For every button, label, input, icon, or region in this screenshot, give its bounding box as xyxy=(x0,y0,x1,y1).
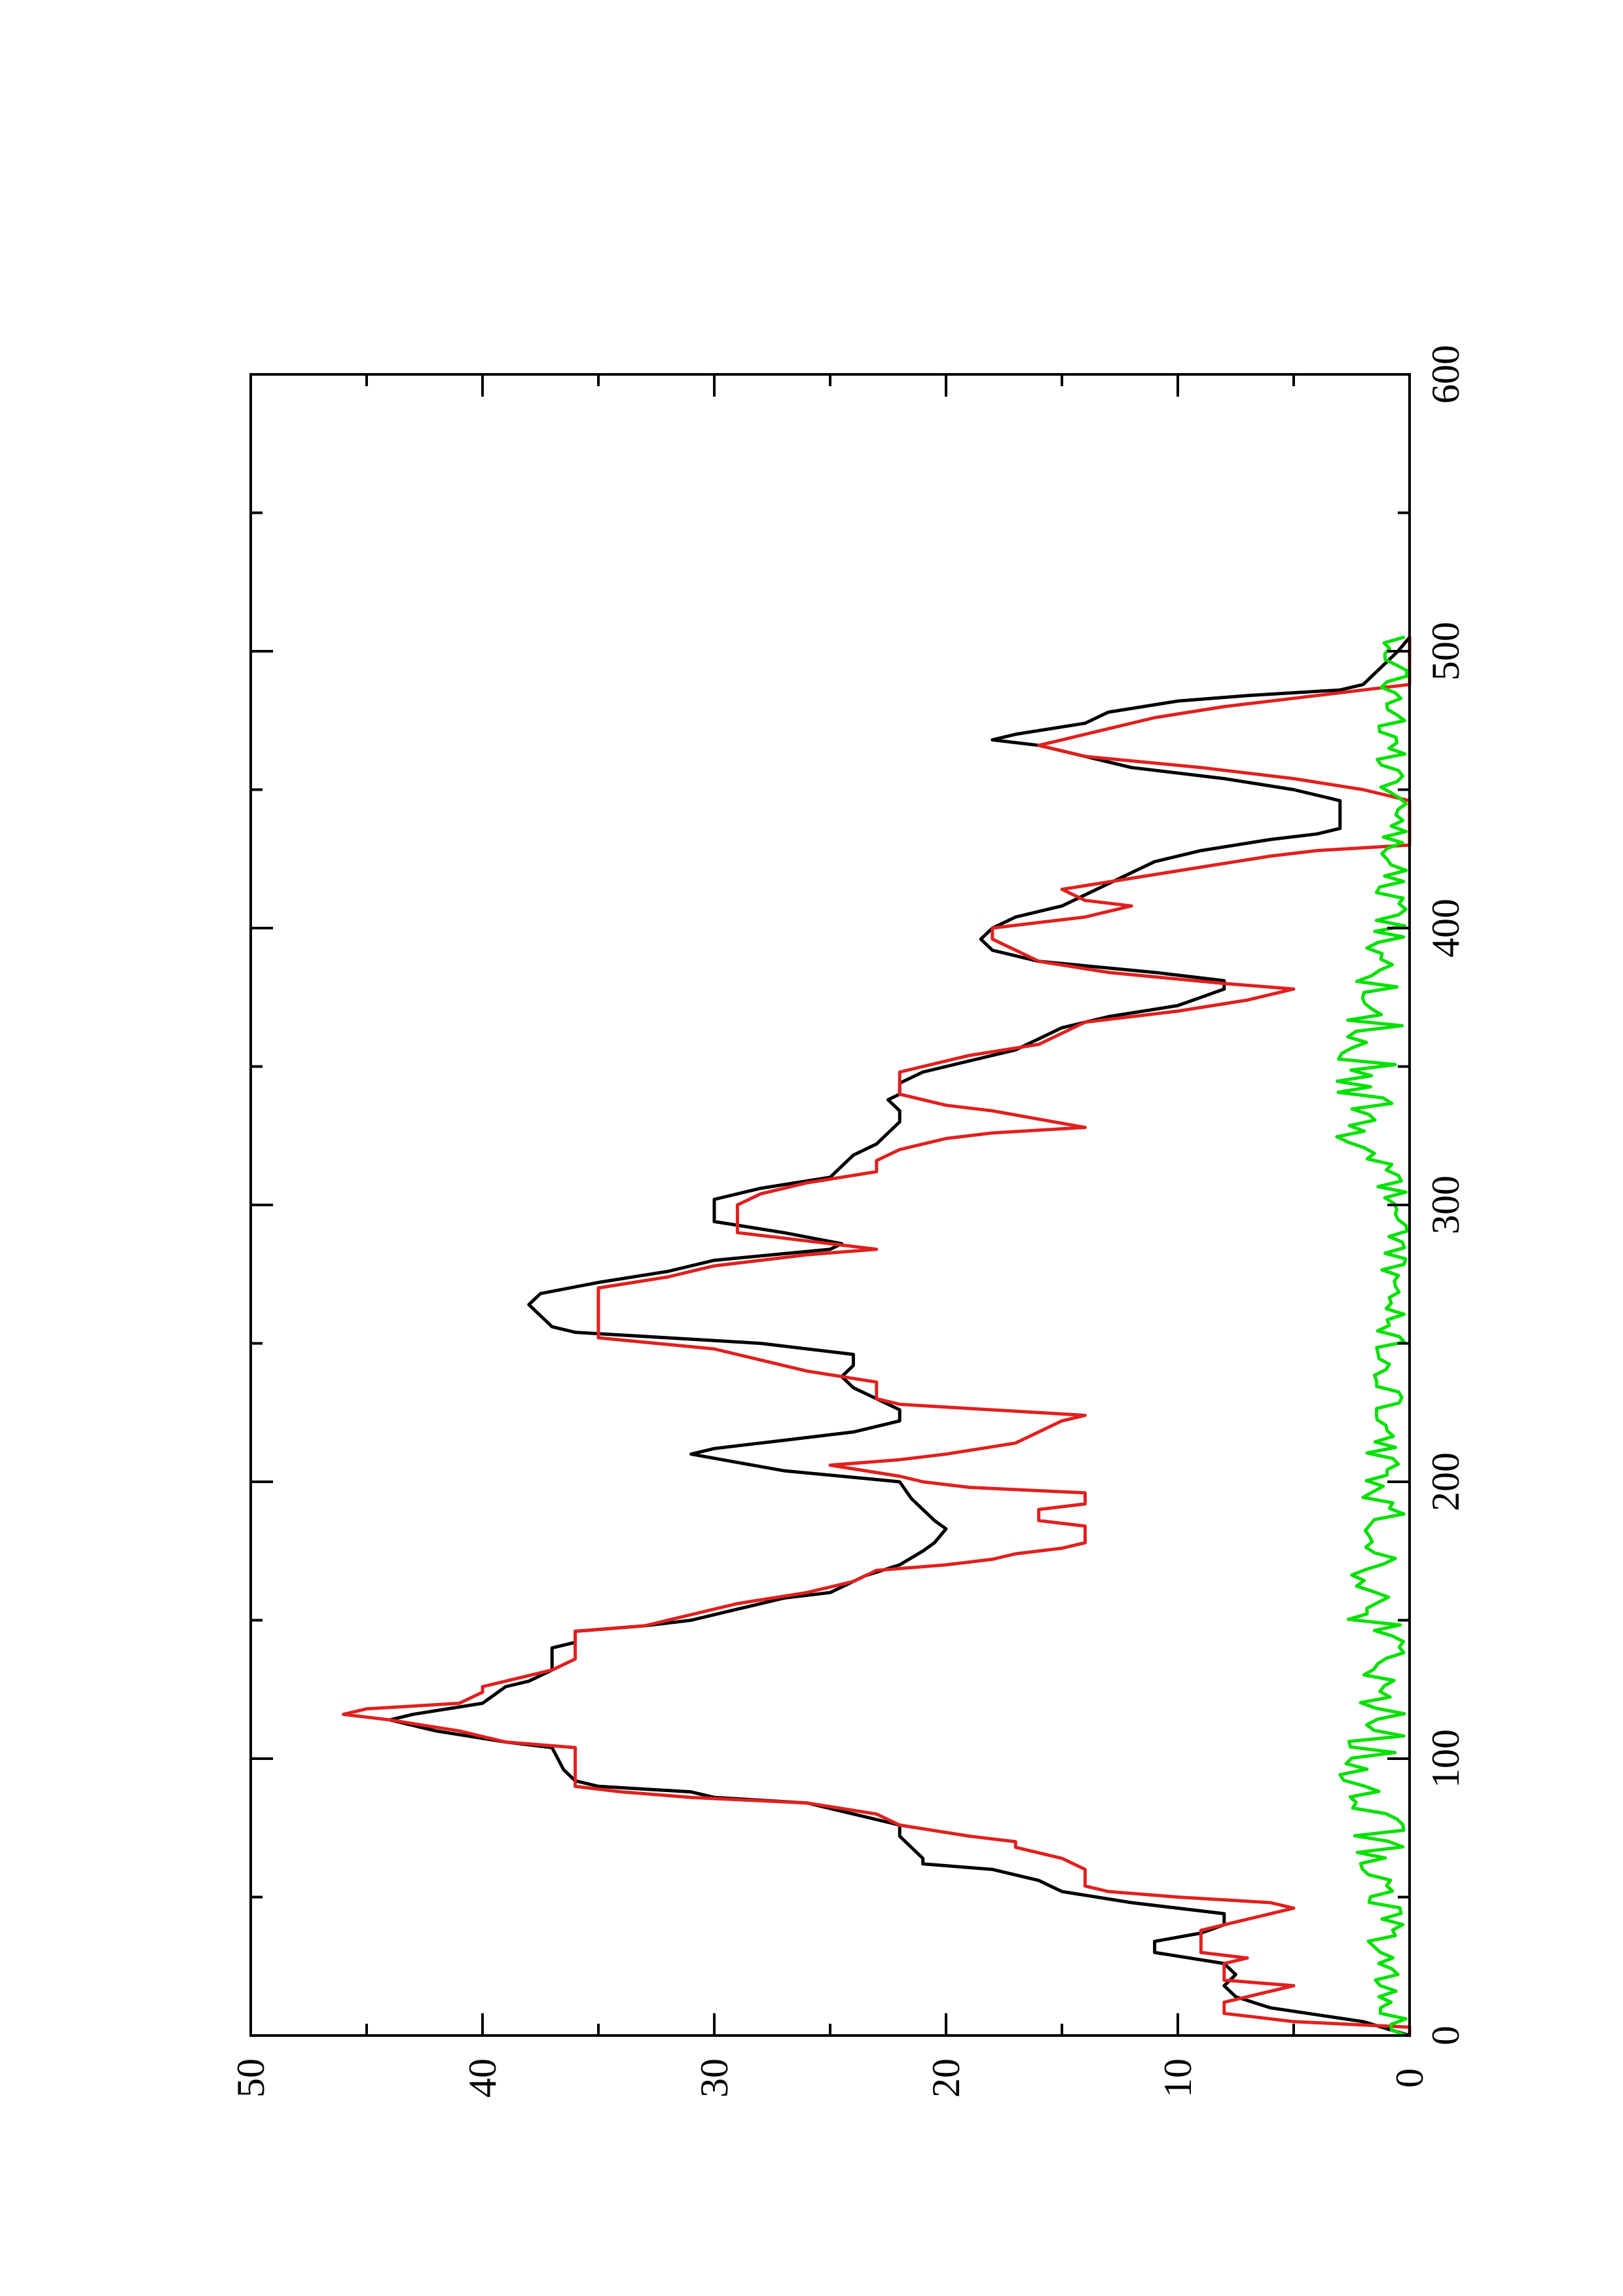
ticks-layer xyxy=(251,374,1410,2036)
y-tick-label: 10 xyxy=(1156,2058,1199,2098)
series-line-1 xyxy=(388,636,1412,2037)
series-line-3 xyxy=(1335,636,1409,2037)
x-tick-label: 0 xyxy=(1424,2026,1467,2045)
y-tick-label: 20 xyxy=(924,2058,968,2098)
x-tick-label: 400 xyxy=(1424,899,1467,958)
series-line-2 xyxy=(342,636,1412,2037)
x-tick-label: 100 xyxy=(1424,1729,1467,1788)
x-tick-label: 500 xyxy=(1424,622,1467,681)
x-tick-label: 300 xyxy=(1424,1175,1467,1234)
y-tick-label: 30 xyxy=(693,2058,736,2098)
x-tick-label: 600 xyxy=(1424,345,1467,404)
x-tick-label: 200 xyxy=(1424,1452,1467,1511)
y-tick-label: 0 xyxy=(1388,2068,1431,2088)
y-tick-label: 40 xyxy=(461,2058,504,2098)
labels-layer: 0 100 200 300 400 500 600 0 10 20 30 40 50 xyxy=(229,345,1467,2098)
y-tick-label: 50 xyxy=(229,2058,272,2098)
series-layer xyxy=(342,636,1412,2037)
